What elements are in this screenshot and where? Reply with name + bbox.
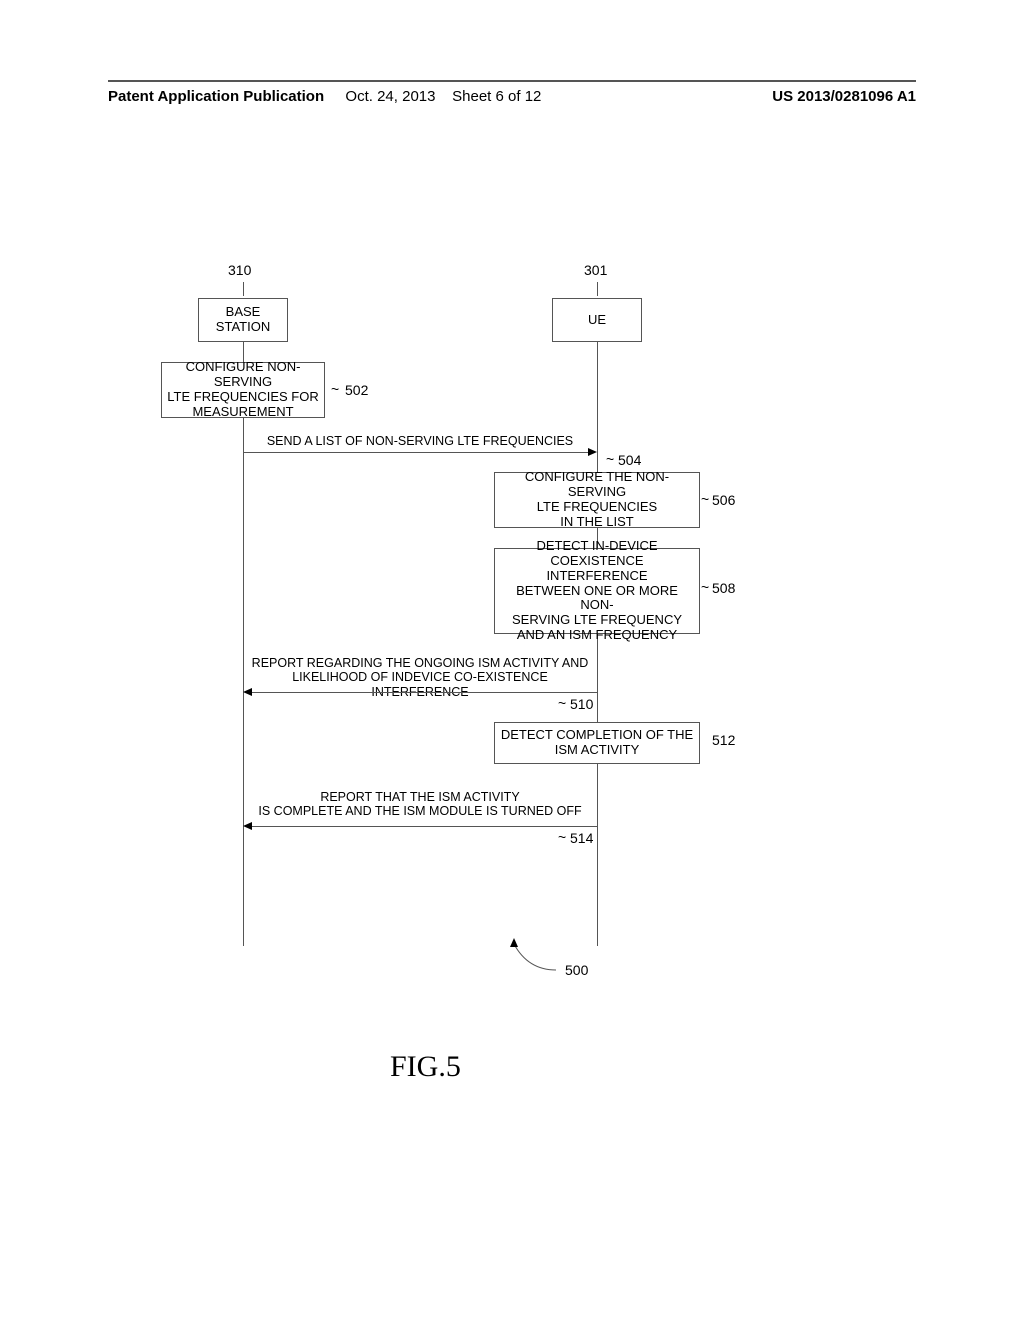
diagram-ref-500: 500 bbox=[565, 962, 588, 978]
step-506-tilde: ~ bbox=[701, 491, 709, 507]
step-502-tilde: ~ bbox=[331, 381, 339, 397]
actor-base-station: BASE STATION bbox=[198, 298, 288, 342]
msg-510-tilde: ~ bbox=[558, 695, 566, 711]
step-508-ref: 508 bbox=[712, 580, 735, 596]
actor-ue: UE bbox=[552, 298, 642, 342]
step-512-ref: 512 bbox=[712, 732, 735, 748]
step-508-tilde: ~ bbox=[701, 579, 709, 595]
lifeline-ue bbox=[597, 342, 598, 946]
msg-504-tilde: ~ bbox=[606, 451, 614, 467]
msg-514-label: REPORT THAT THE ISM ACTIVITY IS COMPLETE… bbox=[243, 790, 597, 819]
sequence-diagram: 310 301 BASE STATION UE CONFIGURE NON-SE… bbox=[0, 0, 1024, 1320]
diagram-ref-arrowhead bbox=[510, 938, 518, 947]
step-506: CONFIGURE THE NON-SERVING LTE FREQUENCIE… bbox=[494, 472, 700, 528]
msg-514-tilde: ~ bbox=[558, 829, 566, 845]
msg-514-arrowhead bbox=[243, 822, 252, 830]
actor-bs-leader bbox=[243, 282, 244, 296]
actor-bs-ref: 310 bbox=[228, 262, 251, 278]
msg-510-arrowhead bbox=[243, 688, 252, 696]
msg-514-arrow bbox=[252, 826, 597, 827]
actor-ue-leader bbox=[597, 282, 598, 296]
step-502: CONFIGURE NON-SERVING LTE FREQUENCIES FO… bbox=[161, 362, 325, 418]
msg-504-label: SEND A LIST OF NON-SERVING LTE FREQUENCI… bbox=[243, 434, 597, 448]
step-512: DETECT COMPLETION OF THE ISM ACTIVITY bbox=[494, 722, 700, 764]
msg-510-arrow bbox=[252, 692, 597, 693]
msg-510-ref: 510 bbox=[570, 696, 593, 712]
step-506-ref: 506 bbox=[712, 492, 735, 508]
msg-514-ref: 514 bbox=[570, 830, 593, 846]
msg-504-arrow bbox=[243, 452, 591, 453]
step-508: DETECT IN-DEVICE COEXISTENCE INTERFERENC… bbox=[494, 548, 700, 634]
msg-504-arrowhead bbox=[588, 448, 597, 456]
step-502-ref: 502 bbox=[345, 382, 368, 398]
actor-ue-ref: 301 bbox=[584, 262, 607, 278]
figure-title: FIG.5 bbox=[390, 1050, 461, 1084]
msg-504-ref: 504 bbox=[618, 452, 641, 468]
lifeline-bs bbox=[243, 342, 244, 946]
